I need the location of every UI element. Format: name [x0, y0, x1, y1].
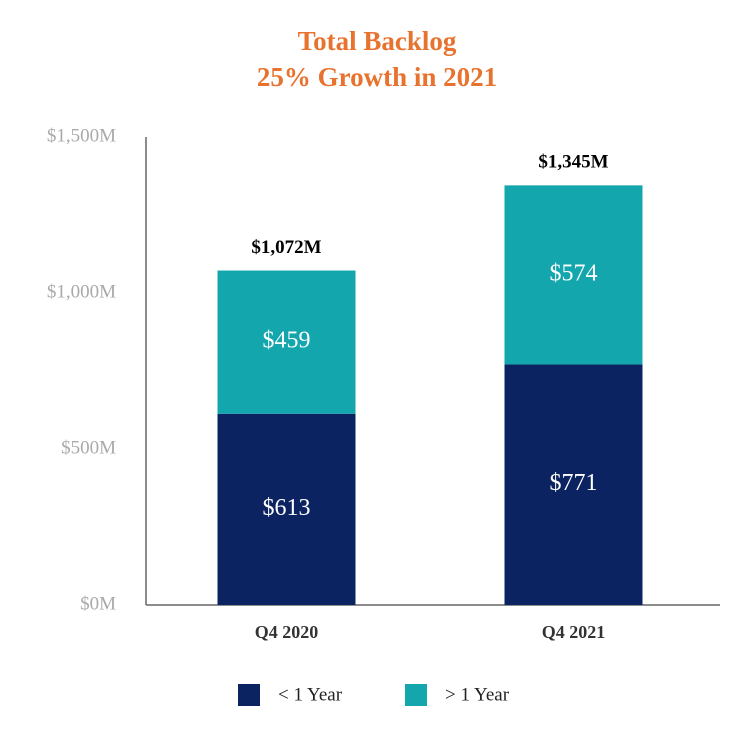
x-tick-label: Q4 2021 — [542, 622, 606, 642]
value-label: $574 — [550, 260, 598, 286]
bar-segment — [504, 364, 643, 605]
x-tick-label: Q4 2020 — [255, 622, 319, 642]
y-tick-label: $0M — [80, 593, 116, 614]
chart-subtitle: 25% Growth in 2021 — [257, 62, 497, 92]
legend-swatch — [405, 684, 427, 706]
legend-label: < 1 Year — [278, 684, 343, 705]
value-label: $771 — [550, 470, 598, 496]
legend-label: > 1 Year — [445, 684, 510, 705]
total-label: $1,072M — [251, 237, 321, 258]
chart-title: Total Backlog — [298, 26, 457, 56]
bar-segment — [217, 270, 356, 414]
value-label: $459 — [263, 328, 311, 354]
bar-segment — [217, 413, 356, 605]
y-tick-label: $1,500M — [47, 125, 116, 146]
y-tick-label: $500M — [61, 437, 116, 458]
bar-segment — [504, 185, 643, 365]
value-label: $613 — [263, 495, 311, 521]
legend-swatch — [238, 684, 260, 706]
total-label: $1,345M — [538, 152, 608, 173]
y-tick-label: $1,000M — [47, 281, 116, 302]
